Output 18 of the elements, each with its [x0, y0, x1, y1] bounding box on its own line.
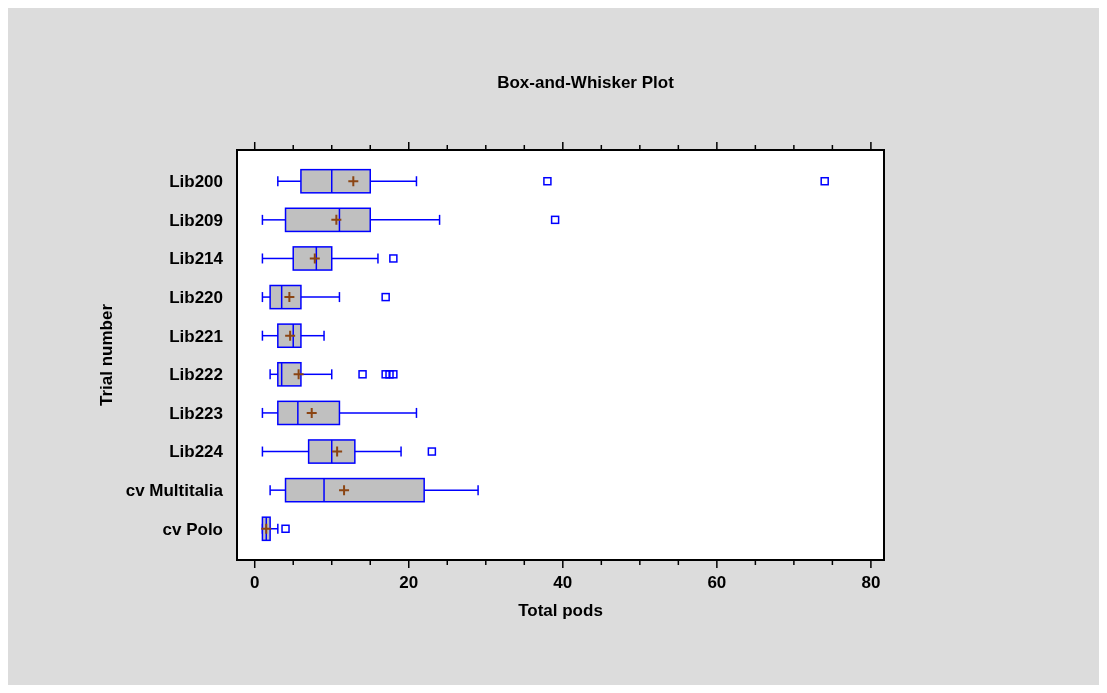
y-tick-label: Lib214	[169, 249, 224, 269]
y-tick-label: Lib200	[169, 172, 223, 192]
chart-title: Box-and-Whisker Plot	[497, 73, 675, 92]
y-tick-label: cv Multitalia	[125, 481, 224, 501]
y-axis-title: Trial number	[97, 303, 116, 407]
x-axis-title: Total pods	[518, 601, 603, 620]
y-tick-label: Lib222	[169, 365, 223, 385]
y-tick-label: Lib220	[169, 288, 223, 308]
y-tick-label: Lib209	[169, 210, 223, 230]
x-tick-label: 80	[861, 573, 881, 592]
y-tick-label: Lib221	[169, 326, 223, 346]
x-tick-label: 60	[707, 573, 727, 592]
x-tick-label: 40	[553, 573, 573, 592]
y-tick-label: Lib223	[169, 403, 223, 423]
y-tick-label: Lib224	[169, 442, 224, 462]
y-tick-label: cv Polo	[162, 519, 223, 539]
x-tick-label: 0	[249, 573, 260, 592]
x-tick-label: 20	[399, 573, 419, 592]
